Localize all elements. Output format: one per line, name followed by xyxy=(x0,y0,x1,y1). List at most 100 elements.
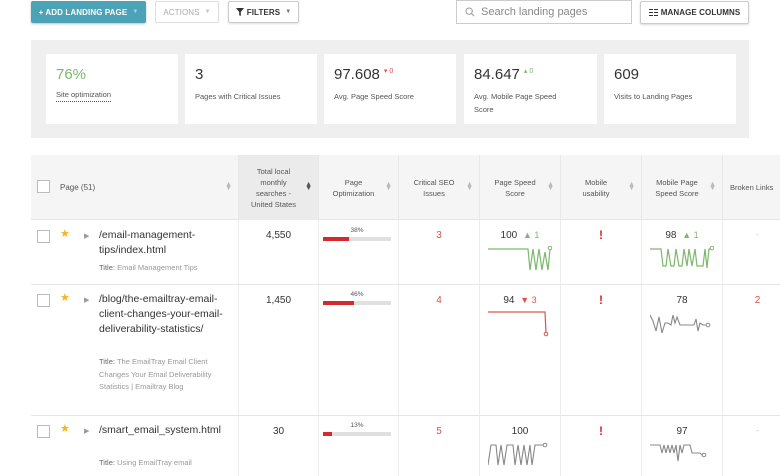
page-speed-delta: ▾ 0 xyxy=(383,68,394,75)
sort-icon: ▲ ▼ xyxy=(466,181,473,192)
mobile-speed-cell: 97 xyxy=(641,416,722,476)
table-header: Page (51) ▲ ▼ Total local monthly searche… xyxy=(31,155,780,220)
filters-label: FILTERS xyxy=(246,7,281,17)
page-speed-value: 94 xyxy=(503,295,515,306)
page-url[interactable]: /email-management-tips/index.html xyxy=(99,229,196,256)
toolbar: + ADD LANDING PAGE ▼ ACTIONS ▼ FILTERS ▼… xyxy=(0,0,780,30)
column-label-page: Page (51) xyxy=(60,183,96,192)
search-input[interactable] xyxy=(481,6,621,18)
column-header-page[interactable]: Page (51) ▲ ▼ xyxy=(31,155,238,220)
mobile-speed-sparkline xyxy=(650,314,711,334)
column-label-page-speed: Page Speed Score xyxy=(494,177,536,198)
warning-icon[interactable]: ! xyxy=(599,293,603,307)
page-speed-cell: 94 ▼ 3 xyxy=(479,285,560,415)
page-url[interactable]: /blog/the-emailtray-email-client-changes… xyxy=(99,293,223,335)
title-value: The EmailTray Email Client Changes Your … xyxy=(99,357,212,391)
broken-links-cell: 2 xyxy=(722,285,780,415)
star-icon[interactable]: ★ xyxy=(60,228,70,240)
star-icon[interactable]: ★ xyxy=(60,292,70,304)
page-url[interactable]: /smart_email_system.html xyxy=(99,424,221,436)
mobile-speed-cell: 98 ▲ 1 xyxy=(641,220,722,284)
select-all-checkbox[interactable] xyxy=(37,180,50,193)
broken-links-value: - xyxy=(756,426,759,435)
add-landing-page-label: + ADD LANDING PAGE xyxy=(38,7,128,17)
mobile-speed-score: 98 ▲ 1 xyxy=(642,230,722,241)
sort-icon: ▲ ▼ xyxy=(709,181,716,192)
expand-icon[interactable]: ▶ xyxy=(84,297,90,304)
site-optimization-value: 76% xyxy=(56,66,87,83)
title-value: Email Management Tips xyxy=(117,263,198,272)
sort-icon: ▲ ▼ xyxy=(547,181,554,192)
page-speed-cell: 100 xyxy=(479,416,560,476)
column-header-optimization[interactable]: Page Optimization ▲ ▼ xyxy=(318,155,398,220)
page-speed-value: 100 xyxy=(500,230,518,241)
page-speed-delta: ▲ 1 xyxy=(523,230,540,240)
mobile-speed-value: 97 xyxy=(676,426,688,437)
column-header-mobile-speed[interactable]: Mobile Page Speed Score ▲ ▼ xyxy=(641,155,722,220)
mobile-speed-value: 78 xyxy=(676,295,688,306)
page-speed-value: 97.608 xyxy=(334,66,380,83)
mobile-speed-score: 97 xyxy=(642,426,722,437)
critical-value[interactable]: 4 xyxy=(436,295,442,306)
star-icon[interactable]: ★ xyxy=(60,423,70,435)
title-value: Using EmailTray email xyxy=(117,458,192,467)
manage-columns-button[interactable]: MANAGE COLUMNS xyxy=(640,1,749,24)
column-header-mobile-usability[interactable]: Mobile usability ▲ ▼ xyxy=(560,155,641,220)
summary-panel: 76% Site optimization 3 Pages with Criti… xyxy=(31,40,749,138)
row-checkbox[interactable] xyxy=(37,425,50,438)
site-optimization-label[interactable]: Site optimization xyxy=(56,90,112,102)
chevron-down-icon: ▼ xyxy=(285,9,292,15)
page-speed-label: Avg. Page Speed Score xyxy=(334,92,414,101)
column-label-broken-links: Broken Links xyxy=(730,183,774,192)
table-row: ★ ▶ /email-management-tips/index.html Ti… xyxy=(31,220,780,285)
critical-value[interactable]: 5 xyxy=(436,426,442,437)
title-label: Title: xyxy=(99,458,115,467)
warning-icon[interactable]: ! xyxy=(599,424,603,438)
mobile-speed-label: Avg. Mobile Page Speed Score xyxy=(474,92,557,114)
filter-icon xyxy=(235,8,244,16)
page-speed-sparkline xyxy=(488,246,552,271)
broken-links-value[interactable]: 2 xyxy=(754,295,761,306)
filters-button[interactable]: FILTERS ▼ xyxy=(228,1,299,23)
optimization-progress-bar xyxy=(323,237,391,241)
optimization-cell xyxy=(318,416,398,476)
expand-icon[interactable]: ▶ xyxy=(84,428,90,435)
mobile-usability-cell: ! xyxy=(560,220,641,284)
visits-label: Visits to Landing Pages xyxy=(614,92,693,101)
page-title: Title: Email Management Tips xyxy=(99,262,231,275)
manage-columns-label: MANAGE COLUMNS xyxy=(660,8,741,17)
row-checkbox[interactable] xyxy=(37,294,50,307)
summary-card-site-optimization: 76% Site optimization xyxy=(46,54,178,124)
mobile-usability-cell: ! xyxy=(560,285,641,415)
column-header-page-speed[interactable]: Page Speed Score ▲ ▼ xyxy=(479,155,560,220)
warning-icon[interactable]: ! xyxy=(599,228,603,242)
column-header-critical[interactable]: Critical SEO Issues ▲ ▼ xyxy=(398,155,479,220)
page-speed-sparkline xyxy=(488,442,548,466)
page-speed-score: 100 xyxy=(480,426,560,437)
expand-icon[interactable]: ▶ xyxy=(84,233,90,240)
critical-cell: 4 xyxy=(398,285,479,415)
row-checkbox[interactable] xyxy=(37,230,50,243)
column-label-searches: Total local monthly searches - United St… xyxy=(250,166,297,209)
mobile-speed-value-wrap: 84.647 ▴ 0 xyxy=(474,66,587,83)
searches-cell: 1,450 xyxy=(238,285,318,415)
column-label-mobile-speed: Mobile Page Speed Score xyxy=(655,177,699,198)
mobile-speed-value: 98 xyxy=(665,230,677,241)
add-landing-page-button[interactable]: + ADD LANDING PAGE ▼ xyxy=(31,1,146,23)
visits-value: 609 xyxy=(614,66,640,83)
column-header-searches[interactable]: Total local monthly searches - United St… xyxy=(238,155,318,220)
column-header-broken-links[interactable]: Broken Links xyxy=(722,155,780,220)
search-box xyxy=(456,0,632,24)
optimization-cell xyxy=(318,220,398,284)
optimization-cell xyxy=(318,285,398,415)
page-speed-cell: 100 ▲ 1 xyxy=(479,220,560,284)
optimization-percent: 38% xyxy=(350,227,364,234)
page-title: Title: Using EmailTray email xyxy=(99,457,231,470)
sort-icon: ▲ ▼ xyxy=(628,181,635,192)
actions-button[interactable]: ACTIONS ▼ xyxy=(155,1,219,23)
page-speed-sparkline xyxy=(488,311,549,337)
actions-label: ACTIONS xyxy=(163,7,200,17)
critical-value[interactable]: 3 xyxy=(436,230,442,241)
broken-links-value: - xyxy=(756,230,759,239)
optimization-progress-bar xyxy=(323,432,391,436)
